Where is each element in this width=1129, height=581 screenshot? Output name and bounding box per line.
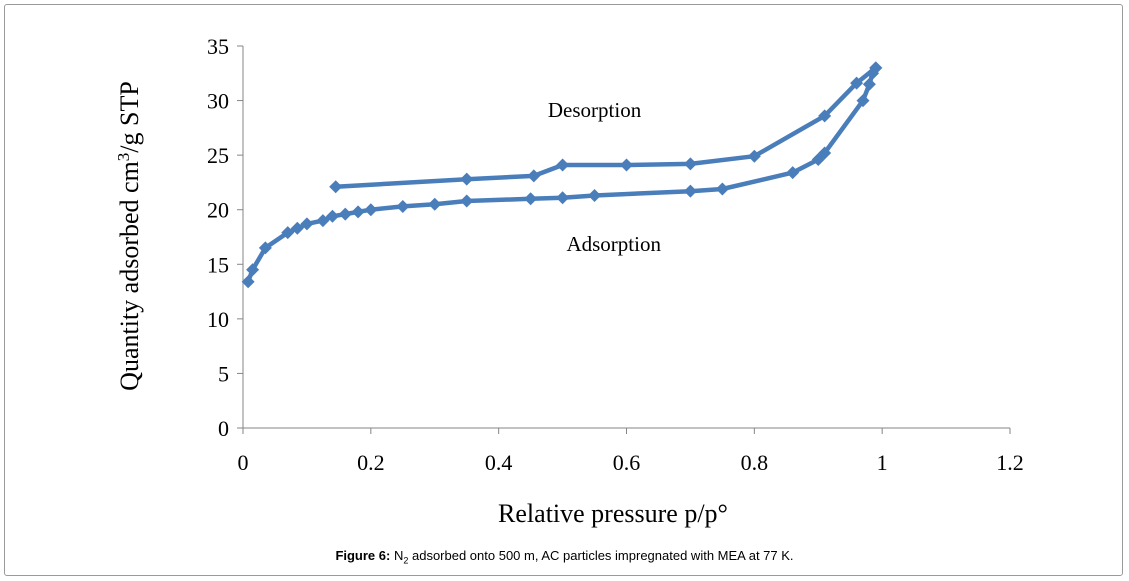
adsorption-point — [396, 199, 410, 213]
adsorption-point — [338, 207, 352, 221]
adsorption-point — [316, 214, 330, 228]
y-tick-label: 5 — [218, 361, 229, 386]
adsorption-point — [556, 191, 570, 205]
adsorption-point — [364, 203, 378, 217]
adsorption-series — [241, 61, 883, 289]
caption-text-rest: adsorbed onto 500 m, AC particles impreg… — [408, 548, 794, 563]
y-axis-title-superscript: 3 — [114, 153, 133, 162]
chart-annotations: Desorption Adsorption — [548, 98, 662, 256]
adsorption-point — [786, 166, 800, 180]
adsorption-point — [862, 77, 876, 91]
adsorption-label: Adsorption — [566, 232, 661, 256]
y-tick-label: 0 — [218, 416, 229, 441]
desorption-point — [460, 172, 474, 186]
chart-tick-labels: 0 5 10 15 20 25 30 35 0 0.2 0.4 0.6 0.8 1 1.2 — [207, 34, 1024, 475]
desorption-point — [747, 149, 761, 163]
figure-frame — [4, 4, 1123, 576]
adsorption-point — [258, 241, 272, 255]
adsorption-point — [290, 221, 304, 235]
adsorption-point — [683, 184, 697, 198]
x-tick-label: 1 — [877, 450, 888, 475]
x-tick-label: 0.4 — [485, 450, 513, 475]
desorption-point — [620, 158, 633, 172]
adsorption-point — [428, 197, 442, 211]
desorption-point — [527, 169, 541, 183]
x-tick-label: 0.6 — [613, 450, 641, 475]
desorption-line — [333, 65, 879, 190]
chart-axes — [237, 45, 1011, 434]
adsorption-point — [281, 226, 295, 240]
x-tick-label: 0 — [238, 450, 249, 475]
desorption-point — [683, 157, 697, 171]
y-axis-title-unit: /g STP — [115, 81, 144, 153]
y-tick-label: 30 — [207, 89, 229, 114]
adsorption-point — [246, 263, 260, 277]
desorption-point — [818, 109, 832, 123]
y-tick-label: 25 — [207, 143, 229, 168]
x-tick-label: 0.2 — [357, 450, 385, 475]
adsorption-point — [351, 205, 365, 219]
y-tick-label: 10 — [207, 307, 229, 332]
desorption-point — [869, 61, 883, 75]
desorption-point — [850, 76, 864, 90]
desorption-point — [556, 158, 570, 172]
desorption-series — [329, 61, 883, 194]
adsorption-point — [524, 192, 538, 206]
caption-text-sub: 2 — [403, 555, 409, 566]
y-axis-title: Quantity adsorbed cm3/g STP — [114, 81, 144, 391]
x-tick-label: 0.8 — [741, 450, 769, 475]
x-tick-label: 1.2 — [996, 450, 1024, 475]
adsorption-point — [588, 189, 602, 203]
x-axis-title: Relative pressure p/p° — [498, 499, 728, 528]
y-tick-label: 20 — [207, 198, 229, 223]
adsorption-point — [856, 94, 870, 108]
caption-label: Figure 6: — [335, 548, 391, 563]
y-axis-title-main: Quantity adsorbed cm — [115, 161, 144, 391]
y-tick-label: 15 — [207, 252, 229, 277]
figure-caption: Figure 6: N2 adsorbed onto 500 m, AC par… — [0, 548, 1129, 566]
adsorption-point — [325, 209, 339, 223]
chart-series — [241, 61, 883, 289]
caption-text-n: N — [393, 548, 404, 563]
adsorption-point — [241, 275, 255, 289]
y-tick-label: 35 — [207, 34, 229, 59]
desorption-label: Desorption — [548, 98, 642, 122]
adsorption-point — [300, 217, 314, 231]
adsorption-point — [460, 194, 474, 208]
adsorption-point — [818, 146, 832, 160]
desorption-point — [329, 180, 343, 194]
adsorption-point — [715, 182, 729, 196]
